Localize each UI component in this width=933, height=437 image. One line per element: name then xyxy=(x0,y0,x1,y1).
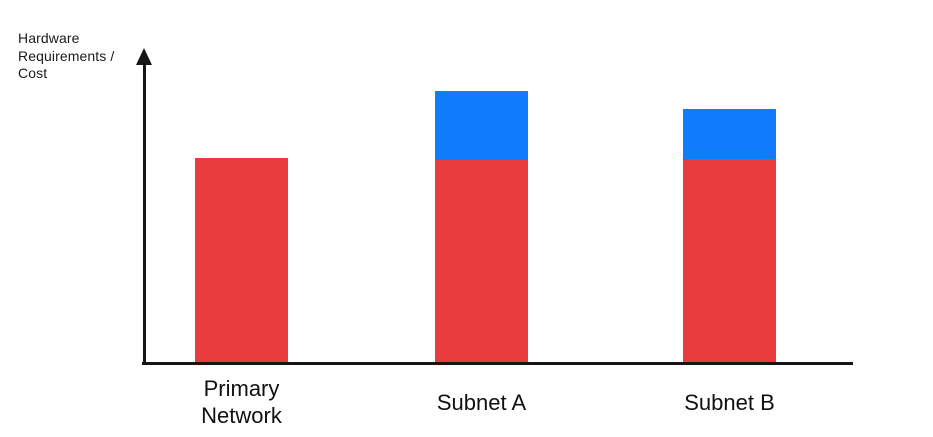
bar-segment-red xyxy=(195,158,288,362)
bar-segment-blue xyxy=(683,109,776,159)
x-axis-label-primary-network: Primary Network xyxy=(201,376,282,428)
y-axis-line xyxy=(143,60,146,364)
x-axis-label-subnet-b: Subnet B xyxy=(684,389,775,415)
bar-subnet-a xyxy=(435,91,528,362)
bar-segment-blue xyxy=(435,91,528,160)
bar-segment-red xyxy=(435,159,528,362)
bar-subnet-b xyxy=(683,109,776,362)
x-axis-line xyxy=(142,362,853,365)
y-axis-arrowhead-icon xyxy=(136,48,152,65)
bar-segment-red xyxy=(683,159,776,362)
bar-primary-network xyxy=(195,158,288,362)
x-axis-label-subnet-a: Subnet A xyxy=(436,389,527,415)
y-axis-title: Hardware Requirements / Cost xyxy=(18,30,115,81)
